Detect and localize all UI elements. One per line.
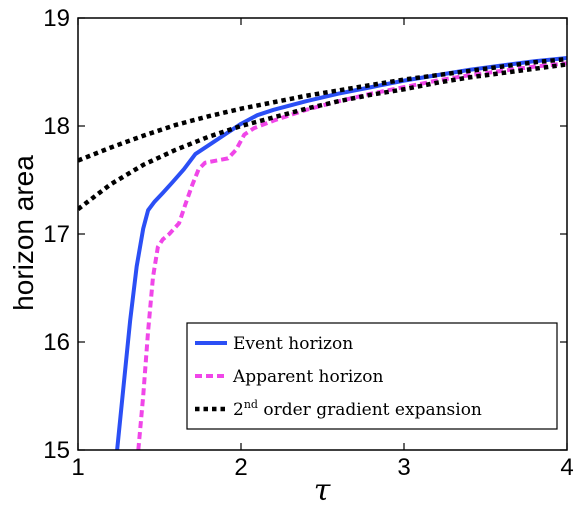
- x-tick-label: 3: [397, 454, 410, 481]
- x-tick-label: 1: [71, 454, 84, 481]
- y-tick-label: 16: [43, 329, 70, 356]
- y-tick-label: 19: [43, 5, 70, 32]
- x-tick-label: 4: [560, 454, 573, 481]
- legend: Event horizon Apparent horizon 2nd order g…: [186, 322, 558, 430]
- y-tick-label: 18: [43, 113, 70, 140]
- x-tick-label: 2: [234, 454, 247, 481]
- axes: 1 2 3 4 15 16 17 18 19: [43, 5, 573, 481]
- series-line-4: [78, 62, 567, 211]
- y-axis-title: horizon area: [8, 155, 39, 311]
- legend-label: Event horizon: [233, 334, 353, 354]
- x-axis-title: τ: [314, 473, 331, 506]
- plot-area: [78, 55, 567, 450]
- legend-label: 2nd order gradient expansion: [233, 398, 482, 420]
- y-tick-label: 15: [43, 437, 70, 464]
- series-line-3: [78, 56, 567, 163]
- y-tick-label: 17: [43, 221, 70, 248]
- legend-label: Apparent horizon: [232, 367, 383, 387]
- legend-box: [186, 322, 558, 430]
